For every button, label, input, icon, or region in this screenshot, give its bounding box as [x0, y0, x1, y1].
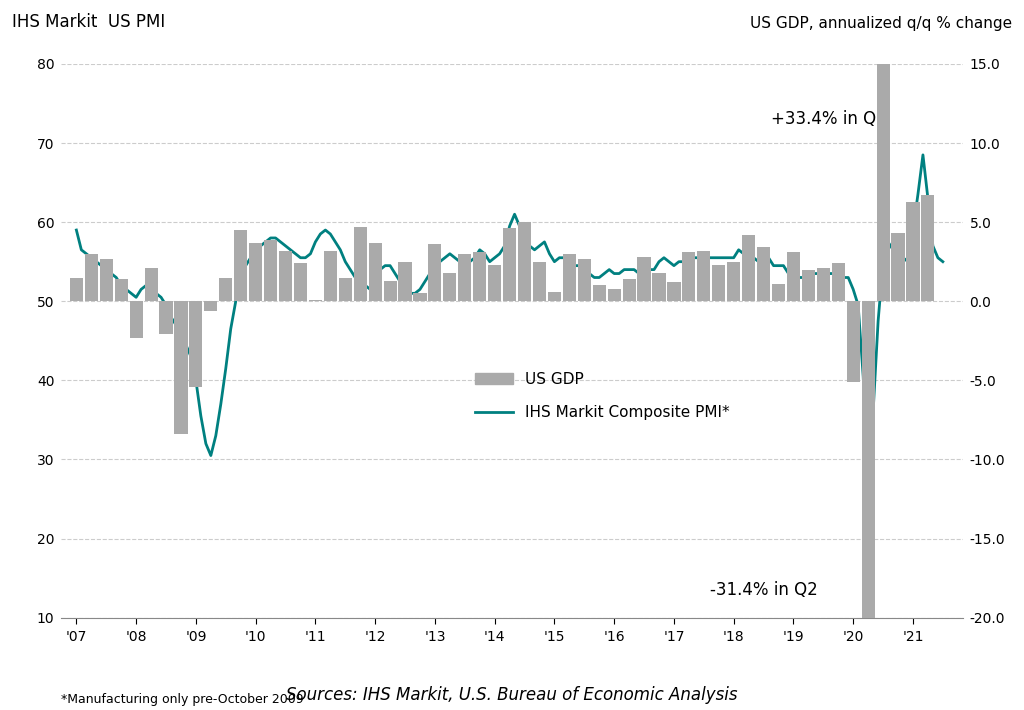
Bar: [668, 283, 681, 301]
Bar: [174, 301, 187, 434]
Bar: [144, 268, 158, 301]
Bar: [563, 253, 575, 301]
Bar: [727, 262, 740, 301]
Bar: [697, 251, 711, 301]
Bar: [488, 265, 501, 301]
Bar: [652, 273, 666, 301]
Bar: [324, 251, 337, 301]
Bar: [85, 253, 98, 301]
Bar: [264, 239, 278, 301]
Text: +33.4% in Q3: +33.4% in Q3: [771, 110, 887, 129]
Bar: [548, 292, 561, 301]
Bar: [847, 301, 860, 382]
Bar: [99, 258, 113, 301]
Bar: [115, 279, 128, 301]
Bar: [473, 252, 486, 301]
Bar: [503, 229, 516, 301]
Bar: [219, 278, 232, 301]
Bar: [772, 284, 785, 301]
Bar: [398, 262, 412, 301]
Text: IHS Markit  US PMI: IHS Markit US PMI: [12, 13, 165, 31]
Bar: [532, 262, 546, 301]
Text: US GDP, annualized q/q % change: US GDP, annualized q/q % change: [750, 16, 1012, 31]
Bar: [892, 233, 904, 301]
Bar: [712, 265, 725, 301]
Text: *Manufacturing only pre-October 2009: *Manufacturing only pre-October 2009: [61, 694, 304, 706]
Text: -31.4% in Q2: -31.4% in Q2: [710, 581, 817, 599]
Bar: [861, 301, 874, 710]
Bar: [249, 243, 262, 301]
Bar: [607, 288, 621, 301]
Bar: [130, 301, 142, 338]
Bar: [786, 252, 800, 301]
Bar: [428, 244, 441, 301]
Bar: [189, 301, 203, 387]
Bar: [623, 279, 636, 301]
Bar: [831, 263, 845, 301]
Legend: US GDP, IHS Markit Composite PMI*: US GDP, IHS Markit Composite PMI*: [469, 366, 735, 427]
Bar: [757, 248, 770, 301]
Bar: [384, 280, 396, 301]
Bar: [353, 227, 367, 301]
Bar: [279, 251, 292, 301]
Bar: [742, 235, 756, 301]
Bar: [443, 273, 457, 301]
Bar: [682, 252, 695, 301]
Bar: [294, 263, 307, 301]
Bar: [458, 253, 471, 301]
Bar: [802, 270, 815, 301]
Bar: [369, 243, 382, 301]
Bar: [339, 278, 352, 301]
Bar: [204, 301, 217, 311]
Bar: [906, 202, 920, 301]
Bar: [414, 293, 427, 301]
Bar: [234, 230, 247, 301]
Bar: [70, 278, 83, 301]
Bar: [518, 222, 531, 301]
Bar: [877, 0, 890, 301]
Bar: [922, 195, 935, 301]
Bar: [160, 301, 173, 334]
Bar: [593, 285, 606, 301]
Bar: [817, 268, 829, 301]
Text: Sources: IHS Markit, U.S. Bureau of Economic Analysis: Sources: IHS Markit, U.S. Bureau of Econ…: [287, 687, 737, 704]
Bar: [578, 258, 591, 301]
Bar: [638, 257, 650, 301]
Bar: [309, 300, 322, 301]
